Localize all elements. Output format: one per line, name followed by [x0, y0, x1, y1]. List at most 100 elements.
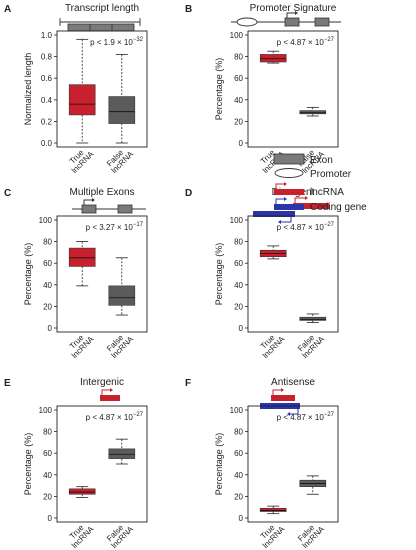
- p-value-text: p < 4.87 × 10: [277, 223, 325, 232]
- y-tick-label: 20: [234, 302, 243, 311]
- y-tick-label: 40: [234, 281, 243, 290]
- y-axis-label: Percentage (%): [23, 243, 33, 306]
- panel-title: Antisense: [271, 377, 315, 388]
- lncrna-arrow-icon: [272, 389, 281, 395]
- y-tick-label: 0: [48, 324, 53, 333]
- legend-coding-swatch: [274, 204, 304, 210]
- schematic-promoter: [231, 11, 341, 27]
- y-tick-label: 60: [43, 449, 52, 458]
- panel-f: F Antisense 0 20 40 60 80 100 Percentage (%) p < …: [185, 377, 339, 550]
- y-tick-label: 0: [239, 139, 244, 148]
- p-value-label: p < 4.87 × 10−27: [86, 412, 144, 422]
- p-value-text: p < 4.87 × 10: [277, 38, 325, 47]
- y-tick-label: 0.6: [41, 74, 53, 83]
- x-category-label: FalselncRNA: [295, 518, 327, 550]
- lncrna-arrowhead-icon: [305, 196, 308, 200]
- y-tick-label: 80: [43, 238, 52, 247]
- box-true-lncrna: [68, 486, 96, 498]
- legend-lncrna-swatch: [274, 189, 304, 195]
- schematic-divergent: [253, 196, 329, 224]
- iqr-box: [259, 54, 287, 63]
- y-tick-label: 100: [230, 216, 244, 225]
- p-value-text: p < 4.87 × 10: [277, 413, 325, 422]
- y-tick-label: 0: [239, 514, 244, 523]
- y-tick-label: 60: [43, 259, 52, 268]
- x-category-label: TruelncRNA: [255, 328, 287, 360]
- y-axis-label: Percentage (%): [23, 433, 33, 496]
- y-tick-label: 60: [234, 449, 243, 458]
- legend: Exon Promoter lncRNA Coding gene: [273, 153, 367, 213]
- y-tick-label: 1.0: [41, 31, 53, 40]
- panel-d: DDivergent020406080100Percentage (%)p < …: [185, 187, 339, 360]
- lncrna-arrow-icon: [101, 389, 110, 395]
- x-category-label: TruelncRNA: [64, 328, 96, 360]
- p-value-text: p < 1.9 × 10: [90, 38, 133, 47]
- p-value-exponent: −27: [324, 222, 335, 228]
- box-false-lncrna: [108, 257, 136, 316]
- legend-exon-swatch: [273, 153, 305, 165]
- y-tick-label: 0.2: [41, 117, 53, 126]
- y-tick-label: 60: [234, 74, 243, 83]
- x-category-label: FalselncRNA: [104, 143, 136, 175]
- plot-frame: [56, 405, 148, 523]
- plot-frame: [247, 405, 339, 523]
- x-category-label: TruelncRNA: [64, 518, 96, 550]
- lncrna-bar: [293, 203, 329, 209]
- y-tick-label: 0: [239, 324, 244, 333]
- y-tick-label: 80: [43, 428, 52, 437]
- iqr-box: [108, 285, 136, 306]
- panel-letter: C: [4, 188, 11, 199]
- exon-block: [67, 23, 135, 32]
- iqr-box: [299, 110, 327, 115]
- x-category-label: FalselncRNA: [295, 328, 327, 360]
- y-tick-label: 0.8: [41, 53, 53, 62]
- p-value-exponent: −27: [324, 412, 335, 418]
- panel-letter: F: [185, 378, 191, 389]
- iqr-box: [108, 96, 136, 124]
- x-category-label: FalselncRNA: [104, 518, 136, 550]
- panel-letter: A: [4, 4, 11, 15]
- legend-coding-arrowhead-icon: [284, 197, 287, 201]
- y-tick-label: 80: [234, 238, 243, 247]
- plot-frame: [247, 215, 339, 333]
- p-value-exponent: −27: [133, 412, 144, 418]
- box-false-lncrna: [299, 475, 327, 495]
- y-axis-label: Percentage (%): [214, 58, 224, 121]
- p-value-text: p < 4.87 × 10: [86, 413, 134, 422]
- x-category-label: TruelncRNA: [64, 143, 96, 175]
- y-tick-label: 20: [43, 302, 52, 311]
- lncrna-bar: [100, 395, 120, 401]
- legend-lncrna-arrow-icon: [275, 183, 284, 189]
- y-tick-label: 40: [43, 281, 52, 290]
- panel-b: B Promoter Signature 0 20 40 60 80 100 Percentag…: [185, 3, 341, 175]
- legend-promoter-symbol: [274, 168, 304, 178]
- y-tick-label: 0.4: [41, 96, 53, 105]
- p-value-label: p < 3.27 × 10−17: [86, 222, 144, 232]
- coding-arrow-icon: [290, 409, 299, 415]
- y-tick-label: 80: [234, 53, 243, 62]
- y-tick-label: 0: [48, 514, 53, 523]
- p-value-label: p < 4.87 × 10−27: [277, 412, 335, 422]
- y-tick-label: 40: [234, 96, 243, 105]
- iqr-box: [68, 84, 96, 116]
- coding-arrowhead-icon: [287, 412, 290, 416]
- legend-coding-arrow-icon: [275, 198, 284, 204]
- panel-letter: E: [4, 378, 11, 389]
- p-value-label: p < 4.87 × 10−27: [277, 37, 335, 47]
- legend-promoter-label: Promoter: [310, 169, 352, 180]
- schematic-intergenic: [100, 388, 120, 401]
- panel-title: Promoter Signature: [250, 3, 337, 14]
- promoter-ellipse: [236, 17, 258, 27]
- x-category-label: TruelncRNA: [255, 518, 287, 550]
- y-tick-label: 80: [234, 428, 243, 437]
- plot-frame: [56, 215, 148, 333]
- legend-lncrna-arrowhead-icon: [284, 182, 287, 186]
- p-value-exponent: −32: [133, 37, 144, 43]
- box-true-lncrna: [259, 505, 287, 515]
- iqr-box: [299, 316, 327, 321]
- x-category-label: FalselncRNA: [104, 328, 136, 360]
- tss-arrow-icon: [83, 199, 92, 205]
- box-true-lncrna: [259, 50, 287, 64]
- y-tick-label: 20: [43, 492, 52, 501]
- iqr-box: [68, 488, 96, 495]
